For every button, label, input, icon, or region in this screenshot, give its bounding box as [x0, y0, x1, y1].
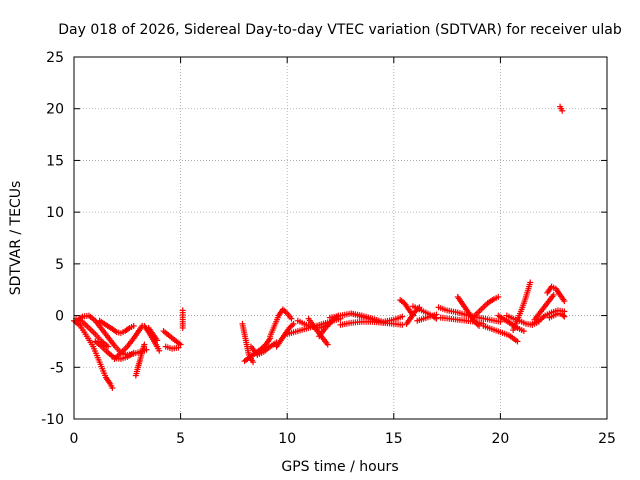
y-tick-labels: -10 -5 0 5 10 15 20 25	[41, 50, 64, 428]
data-point	[324, 341, 331, 348]
data-point	[175, 344, 182, 351]
data-point	[156, 347, 163, 354]
x-tick-label: 25	[598, 431, 616, 447]
y-tick-label: -10	[41, 412, 64, 428]
y-tick-label: 10	[46, 205, 64, 221]
y-axis-label: SDTVAR / TECUs	[8, 181, 24, 296]
data-point	[288, 315, 295, 322]
data-point	[560, 312, 567, 319]
data-point	[495, 293, 502, 300]
x-tick-labels: 0 5 10 15 20 25	[70, 431, 616, 447]
chart-title: Day 018 of 2026, Sidereal Day-to-day VTE…	[58, 22, 622, 38]
y-tick-label: 20	[46, 102, 64, 118]
y-tick-label: 5	[55, 257, 64, 273]
data-point	[250, 359, 257, 366]
data-point	[561, 298, 568, 305]
data-point	[497, 318, 504, 325]
x-tick-label: 0	[70, 431, 79, 447]
data-point	[282, 309, 289, 316]
x-tick-label: 20	[491, 431, 509, 447]
data-point	[561, 308, 568, 315]
x-tick-label: 10	[278, 431, 296, 447]
data-point	[514, 338, 521, 345]
data-point	[399, 313, 406, 320]
data-point	[177, 341, 184, 348]
data-point	[527, 279, 534, 286]
data-points	[71, 103, 568, 391]
data-point	[561, 313, 568, 320]
y-tick-label: -5	[50, 360, 64, 376]
data-point	[141, 341, 148, 348]
data-point	[130, 322, 137, 329]
data-point	[399, 321, 406, 328]
data-point	[109, 384, 116, 391]
y-tick-label: 15	[46, 153, 64, 169]
data-point	[105, 343, 112, 350]
data-point	[179, 324, 186, 331]
data-point	[130, 349, 137, 356]
plot-frame	[73, 56, 608, 420]
x-axis-label: GPS time / hours	[281, 459, 398, 475]
data-point	[559, 107, 566, 114]
data-point	[289, 322, 296, 329]
data-point	[154, 337, 161, 344]
x-tick-label: 15	[385, 431, 403, 447]
y-tick-label: 25	[46, 50, 64, 66]
y-tick-label: 0	[55, 309, 64, 325]
grid-lines	[74, 57, 607, 419]
axis-ticks	[73, 56, 608, 420]
x-tick-label: 5	[176, 431, 185, 447]
data-point	[433, 311, 440, 318]
data-point	[520, 328, 527, 335]
data-point	[290, 320, 297, 327]
data-point	[550, 291, 557, 298]
